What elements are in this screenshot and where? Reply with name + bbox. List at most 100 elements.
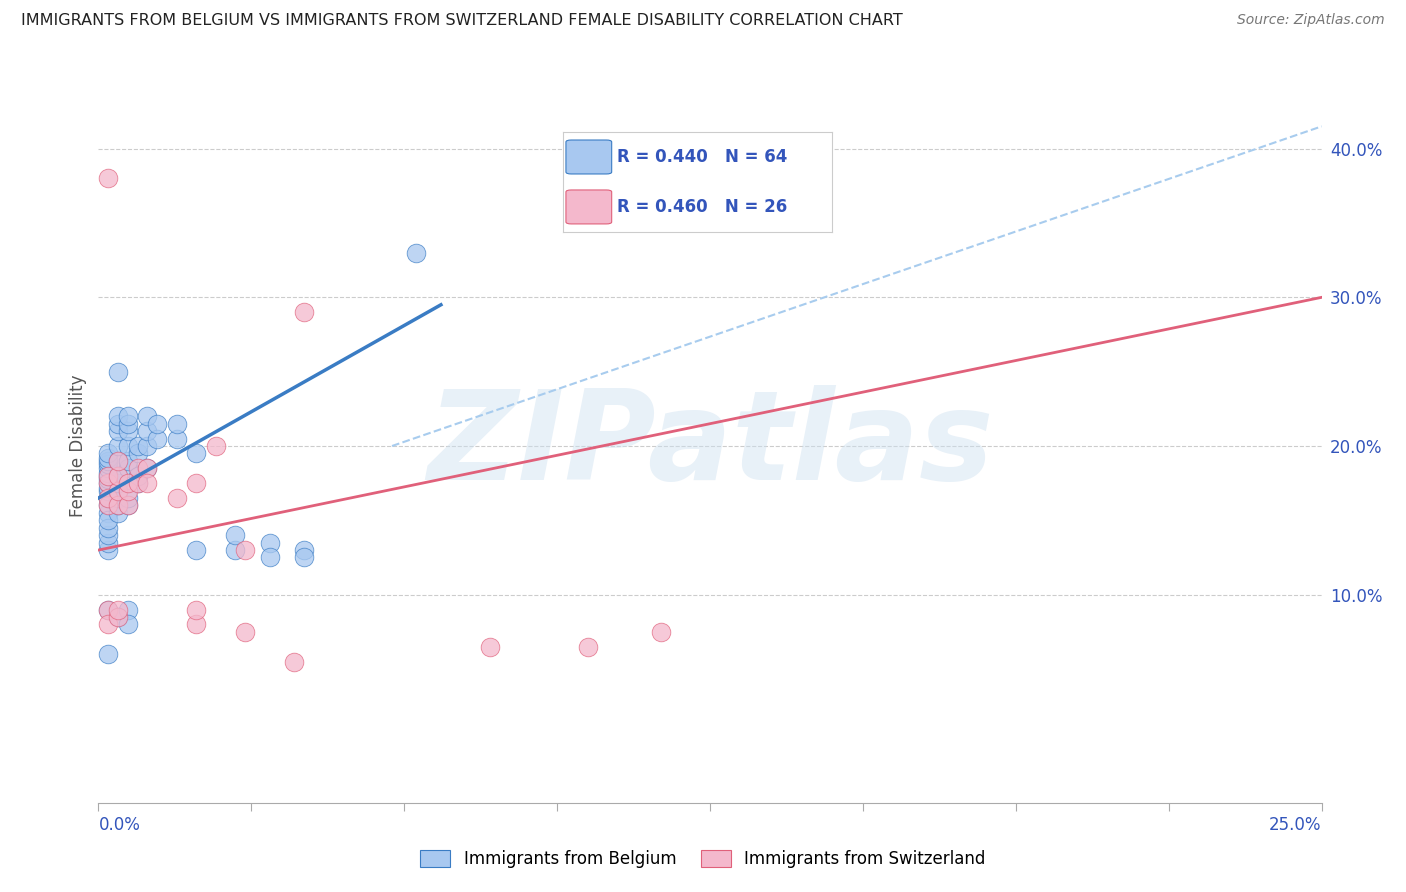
Point bbox=[107, 417, 129, 431]
Point bbox=[292, 543, 315, 558]
Point bbox=[650, 624, 672, 639]
Point bbox=[97, 602, 120, 616]
Text: R = 0.460   N = 26: R = 0.460 N = 26 bbox=[617, 198, 787, 216]
Text: ZIPatlas: ZIPatlas bbox=[427, 385, 993, 507]
Point bbox=[107, 602, 129, 616]
Point bbox=[117, 491, 139, 505]
Point bbox=[97, 457, 120, 471]
Point bbox=[405, 245, 427, 260]
Point bbox=[136, 461, 159, 475]
Point bbox=[97, 521, 120, 535]
Point bbox=[576, 194, 599, 208]
Point bbox=[136, 439, 159, 453]
Point bbox=[117, 602, 139, 616]
Point bbox=[117, 417, 139, 431]
Point bbox=[97, 454, 120, 468]
Point bbox=[117, 461, 139, 475]
Point bbox=[97, 450, 120, 465]
Point bbox=[97, 506, 120, 520]
Point bbox=[107, 483, 129, 498]
Point bbox=[117, 409, 139, 424]
Point bbox=[117, 424, 139, 438]
FancyBboxPatch shape bbox=[567, 190, 612, 224]
Text: IMMIGRANTS FROM BELGIUM VS IMMIGRANTS FROM SWITZERLAND FEMALE DISABILITY CORRELA: IMMIGRANTS FROM BELGIUM VS IMMIGRANTS FR… bbox=[21, 13, 903, 29]
FancyBboxPatch shape bbox=[567, 140, 612, 174]
Point bbox=[97, 543, 120, 558]
Point bbox=[107, 468, 129, 483]
Point bbox=[117, 499, 139, 513]
Point bbox=[166, 432, 188, 446]
Point bbox=[97, 499, 120, 513]
Point bbox=[97, 491, 120, 505]
Point bbox=[127, 446, 149, 460]
Point bbox=[136, 424, 159, 438]
Point bbox=[97, 476, 120, 491]
Point bbox=[107, 365, 129, 379]
Point bbox=[107, 483, 129, 498]
Point bbox=[107, 610, 129, 624]
Point bbox=[107, 499, 129, 513]
Point bbox=[97, 472, 120, 486]
Point bbox=[107, 476, 129, 491]
Point bbox=[576, 640, 599, 654]
Point bbox=[205, 439, 228, 453]
Point bbox=[107, 491, 129, 505]
Point bbox=[97, 461, 120, 475]
Point bbox=[107, 468, 129, 483]
Point bbox=[117, 476, 139, 491]
Point bbox=[97, 528, 120, 542]
Point bbox=[107, 454, 129, 468]
Point bbox=[97, 483, 120, 498]
Point bbox=[97, 446, 120, 460]
Point bbox=[107, 610, 129, 624]
Point bbox=[117, 499, 139, 513]
Point bbox=[97, 602, 120, 616]
Point bbox=[292, 305, 315, 319]
Y-axis label: Female Disability: Female Disability bbox=[69, 375, 87, 517]
Point bbox=[259, 550, 281, 565]
Point bbox=[136, 461, 159, 475]
Text: Source: ZipAtlas.com: Source: ZipAtlas.com bbox=[1237, 13, 1385, 28]
Point bbox=[224, 543, 246, 558]
Point bbox=[97, 617, 120, 632]
Point bbox=[107, 454, 129, 468]
Point bbox=[136, 409, 159, 424]
Point bbox=[283, 655, 305, 669]
Point bbox=[292, 550, 315, 565]
Point bbox=[97, 468, 120, 483]
Point bbox=[127, 461, 149, 475]
Point bbox=[117, 439, 139, 453]
Point bbox=[97, 647, 120, 661]
Point bbox=[127, 476, 149, 491]
Point bbox=[97, 468, 120, 483]
Text: 0.0%: 0.0% bbox=[98, 816, 141, 834]
Point bbox=[97, 513, 120, 527]
Point bbox=[186, 617, 208, 632]
Point bbox=[478, 640, 501, 654]
Point bbox=[97, 481, 120, 495]
Point bbox=[259, 535, 281, 549]
Point bbox=[97, 535, 120, 549]
Point bbox=[233, 624, 256, 639]
Point bbox=[107, 439, 129, 453]
Point bbox=[97, 491, 120, 505]
Point bbox=[117, 617, 139, 632]
Point bbox=[97, 476, 120, 491]
Point bbox=[117, 483, 139, 498]
Point bbox=[127, 439, 149, 453]
Point bbox=[166, 417, 188, 431]
Point bbox=[107, 506, 129, 520]
Point bbox=[186, 446, 208, 460]
Point bbox=[224, 528, 246, 542]
Point bbox=[97, 171, 120, 186]
Point bbox=[107, 499, 129, 513]
Point bbox=[127, 468, 149, 483]
Point bbox=[186, 476, 208, 491]
Point bbox=[186, 543, 208, 558]
Point bbox=[107, 409, 129, 424]
Point bbox=[127, 476, 149, 491]
Point bbox=[233, 543, 256, 558]
Text: R = 0.440   N = 64: R = 0.440 N = 64 bbox=[617, 148, 787, 166]
Point bbox=[117, 454, 139, 468]
Legend: Immigrants from Belgium, Immigrants from Switzerland: Immigrants from Belgium, Immigrants from… bbox=[413, 843, 993, 875]
